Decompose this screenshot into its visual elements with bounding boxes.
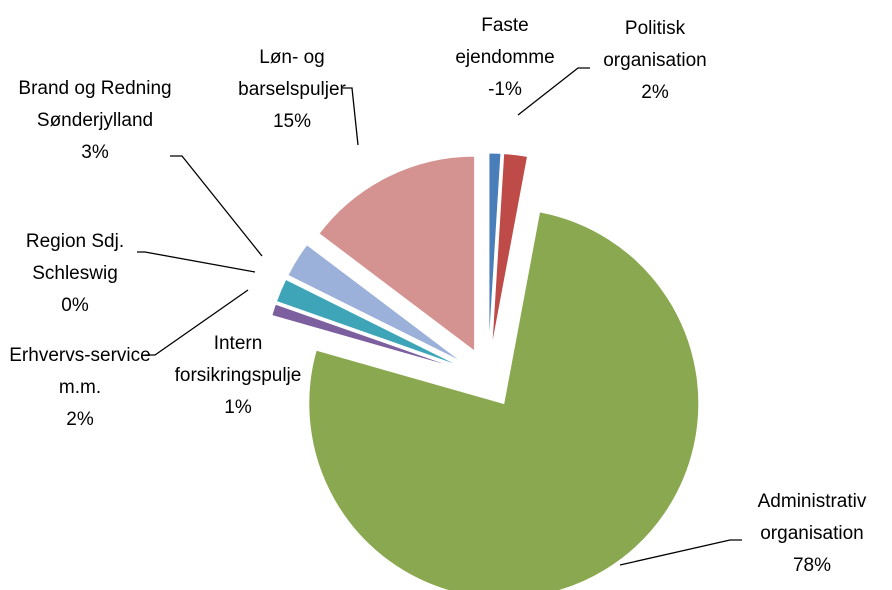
category-name: Intern forsikringspulje (174, 333, 302, 386)
slice-label: Faste ejendomme -1% (435, 10, 575, 106)
category-name: Region Sdj. Schleswig (25, 231, 125, 284)
pie-slice (287, 243, 463, 363)
value-label: 0% (61, 295, 89, 316)
leader-line (145, 289, 249, 356)
leader-line (343, 87, 359, 146)
category-name: Erhvervs-service m.m. (9, 345, 151, 398)
slice-label: Erhvervs-service m.m. 2% (5, 340, 155, 436)
pie-slice (271, 303, 460, 370)
value-label: 2% (641, 82, 669, 103)
category-name: Brand og Redning Sønderjylland (18, 78, 172, 131)
category-name: Politisk organisation (603, 18, 707, 71)
value-label: 3% (81, 142, 109, 163)
leader-line (137, 251, 256, 273)
value-label: -1% (488, 79, 522, 100)
slice-label: Intern forsikringspulje 1% (153, 328, 323, 424)
value-label: 2% (66, 409, 94, 430)
pie-slice (275, 278, 461, 367)
value-label: 78% (792, 555, 832, 576)
value-label: 1% (224, 397, 252, 418)
leader-line (619, 539, 742, 566)
leader-lines (137, 67, 742, 566)
category-name: Løn- og barselspuljer (238, 47, 346, 100)
slice-label: Brand og Redning Sønderjylland 3% (15, 73, 175, 169)
pie-slice (318, 155, 476, 353)
slice-label: Løn- og barselspuljer 15% (227, 42, 357, 138)
slice-label: Politisk organisation 2% (580, 13, 730, 109)
leader-line (170, 155, 263, 257)
slice-label: Region Sdj. Schleswig 0% (0, 226, 150, 322)
pie-slice (488, 152, 502, 349)
pie-slice (491, 153, 529, 349)
leader-line (517, 67, 590, 116)
slice-label: Administrativ organisation 78% (732, 486, 892, 582)
pie-slice (308, 211, 700, 590)
value-label: 15% (272, 111, 312, 132)
category-name: Faste ejendomme (455, 15, 555, 68)
category-name: Administrativ organisation (757, 491, 867, 544)
